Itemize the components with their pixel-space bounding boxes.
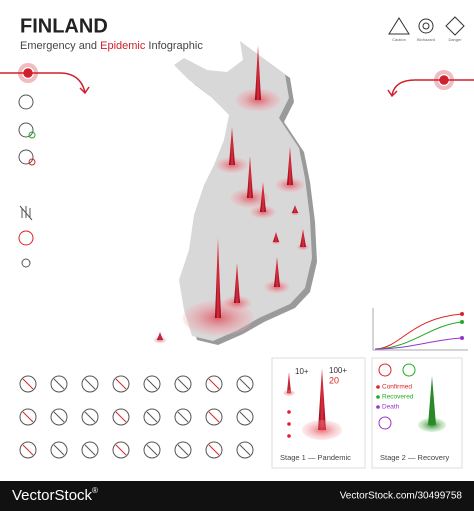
icon [236, 375, 254, 393]
icon-stroke [22, 411, 34, 423]
icon [174, 375, 192, 393]
spike [234, 263, 240, 303]
icon-stroke [84, 444, 96, 456]
icon [205, 375, 223, 393]
legend-item: Recovered [382, 394, 414, 401]
spike [273, 232, 279, 242]
legend-small: 10+ [295, 367, 309, 376]
spike [300, 229, 306, 247]
brand-reg: ® [92, 486, 98, 495]
icon-stroke [177, 444, 189, 456]
spike [229, 127, 235, 165]
icon [174, 441, 192, 459]
hazard-label: Biohazard [417, 37, 435, 42]
icon-stroke [177, 378, 189, 390]
stage-label: Stage 1 — Pandemic [280, 453, 351, 462]
icon-stroke [208, 444, 220, 456]
icon-stroke [53, 444, 65, 456]
icon-stroke [53, 378, 65, 390]
icon [81, 441, 99, 459]
icon-stroke [53, 411, 65, 423]
hazard-icons: Caution Biohazard Danger [388, 16, 465, 42]
icon [81, 375, 99, 393]
title: FINLAND [20, 15, 108, 37]
icon-stroke [239, 444, 251, 456]
icon [112, 441, 130, 459]
map [153, 41, 317, 345]
icon [112, 408, 130, 426]
stage-label: Stage 2 — Recovery [380, 453, 449, 462]
spike [157, 332, 163, 340]
hazard-label: Caution [392, 37, 406, 42]
icon-stroke [115, 411, 127, 423]
icon-stroke [177, 411, 189, 423]
icon-stroke [146, 444, 158, 456]
icon [143, 408, 161, 426]
icon-stroke [146, 378, 158, 390]
legend-count: 20 [329, 375, 339, 385]
spike [215, 238, 221, 318]
subtitle-part: Infographic [145, 40, 203, 52]
brand-name: VectorStock [12, 487, 93, 504]
arrows [0, 63, 474, 98]
subtitle-part: Emergency and [20, 40, 100, 52]
icon-stroke [208, 411, 220, 423]
icon [174, 408, 192, 426]
spike [287, 147, 293, 185]
icon-stroke [208, 378, 220, 390]
icon [143, 441, 161, 459]
stage2-legend: Confirmed Recovered Death Stage 2 — Reco… [371, 357, 463, 469]
spike [247, 156, 253, 198]
subtitle-highlight: Epidemic [100, 40, 146, 52]
icon [19, 408, 37, 426]
legend-item: Confirmed [382, 384, 412, 391]
icon [81, 408, 99, 426]
stage1-legend: 10+ 100+ 20 Stage 1 — Pandemic [271, 357, 366, 469]
spike [260, 182, 266, 212]
icon-grid [19, 375, 254, 459]
icon [236, 441, 254, 459]
spike [255, 45, 261, 100]
icon [50, 441, 68, 459]
icon [50, 408, 68, 426]
icon-stroke [84, 378, 96, 390]
icon-stroke [84, 411, 96, 423]
legend-item: Death [382, 404, 400, 411]
subtitle: Emergency and Epidemic Infographic [20, 40, 203, 52]
icon [19, 375, 37, 393]
spike [292, 205, 298, 213]
header: FINLAND Emergency and Epidemic Infograph… [20, 15, 203, 52]
icon [50, 375, 68, 393]
icon [112, 375, 130, 393]
icon-stroke [115, 378, 127, 390]
mini-chart [372, 308, 468, 351]
icon [205, 408, 223, 426]
icon [236, 408, 254, 426]
icon-stroke [239, 378, 251, 390]
icon [19, 441, 37, 459]
brand: VectorStock® [12, 486, 98, 504]
icon-stroke [22, 378, 34, 390]
icon-stroke [115, 444, 127, 456]
legend-large: 100+ [329, 366, 347, 375]
icon [205, 441, 223, 459]
side-icons [18, 94, 36, 268]
spike [274, 257, 280, 287]
icon [143, 375, 161, 393]
url: VectorStock.com/30499758 [340, 491, 463, 502]
icon-stroke [22, 444, 34, 456]
hazard-label: Danger [448, 37, 462, 42]
icon-stroke [239, 411, 251, 423]
icon-stroke [146, 411, 158, 423]
footer: VectorStock® VectorStock.com/30499758 [0, 481, 474, 511]
